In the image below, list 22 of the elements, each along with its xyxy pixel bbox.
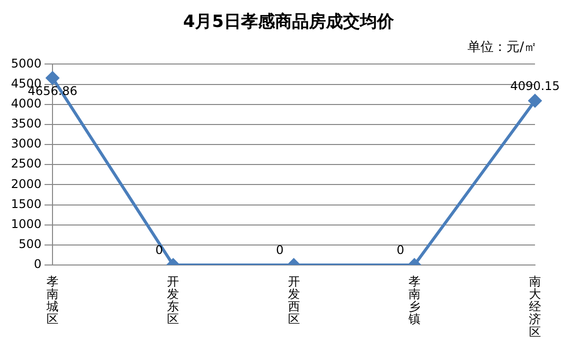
- x-tick-label: 孝南乡镇: [407, 274, 420, 326]
- y-tick-label: 500: [18, 237, 42, 252]
- x-tick-label: 孝南城区: [46, 274, 59, 326]
- y-tick-label: 5000: [10, 56, 42, 70]
- x-tick-label: 开发西区: [288, 274, 300, 326]
- data-label: 0: [276, 243, 284, 258]
- x-tick-label: 南大经济区: [529, 274, 541, 339]
- y-tick-label: 0: [34, 257, 42, 272]
- data-label: 0: [155, 243, 163, 258]
- y-tick-label: 3500: [10, 116, 42, 131]
- point: [528, 94, 542, 108]
- chart-title: 4月5日孝感商品房成交均价: [182, 11, 395, 33]
- y-tick-label: 2500: [10, 156, 42, 171]
- y-tick-label: 1500: [10, 196, 42, 211]
- y-tick-label: 4000: [10, 96, 42, 110]
- y-tick-label: 3000: [10, 136, 42, 151]
- text: 单位：元/㎡: [468, 39, 537, 56]
- x-tick-label: 开发东区: [167, 274, 180, 326]
- y-tick-label: 1000: [10, 216, 42, 231]
- y-tick-label: 2000: [10, 176, 42, 191]
- data-label: 4090.15: [510, 78, 560, 93]
- data-label: 0: [396, 243, 404, 258]
